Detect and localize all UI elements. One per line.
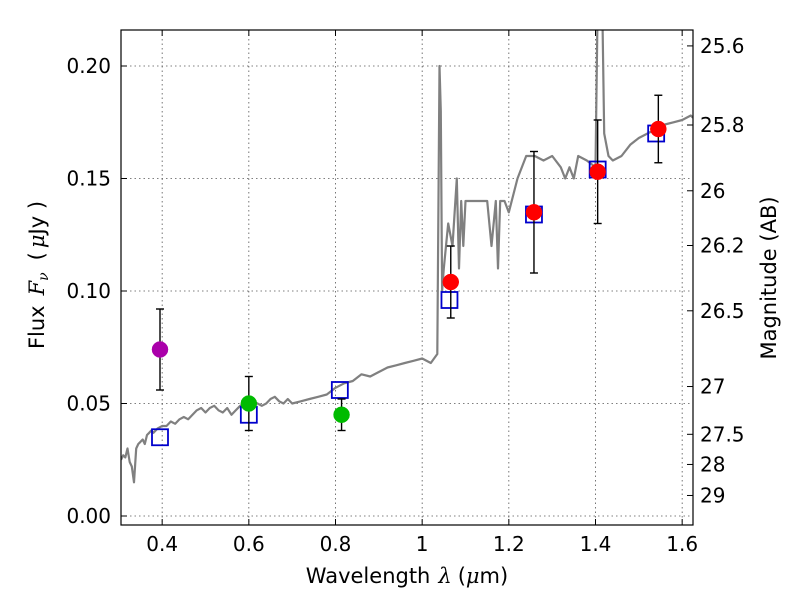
x-tick-label: 1.4 bbox=[580, 532, 612, 556]
model-photometry-square bbox=[330, 381, 349, 399]
y2-axis-title: Magnitude (AB) bbox=[757, 196, 781, 359]
near-ir-point bbox=[589, 163, 606, 180]
plot-area bbox=[121, 30, 693, 484]
y-tick-label: 0.20 bbox=[66, 54, 111, 78]
y2-tick-label: 27 bbox=[700, 375, 725, 399]
grid-lines bbox=[121, 30, 693, 525]
near-ir-point bbox=[442, 273, 460, 291]
y2-tick-label: 25.8 bbox=[700, 113, 745, 137]
y-tick-label: 0.05 bbox=[66, 392, 111, 416]
near-ir-point bbox=[525, 204, 543, 221]
optical-point bbox=[240, 395, 258, 412]
model-photometry-square bbox=[151, 428, 169, 447]
y-axis-title: FluxFν(μJy ) bbox=[25, 201, 52, 349]
x-tick-label: 1.6 bbox=[666, 532, 698, 556]
y2-tick-label: 26.2 bbox=[700, 233, 745, 257]
model-photometry-square bbox=[440, 291, 459, 309]
y-tick-label: 0.15 bbox=[66, 167, 111, 191]
y2-tick-label: 26 bbox=[700, 179, 725, 203]
x-tick-label: 0.8 bbox=[320, 532, 352, 556]
y2-tick-label: 25.6 bbox=[700, 34, 745, 58]
near-ir-point bbox=[650, 120, 667, 138]
x-tick-label: 0.4 bbox=[146, 532, 178, 556]
y-tick-label: 0.10 bbox=[66, 279, 111, 303]
axis-ticks: 0.4 0.6 0.8 1 1.2 1.4 1.6 0.00 0.05 0.10 0.15 0.20 2… bbox=[66, 30, 745, 556]
y2-tick-label: 28 bbox=[700, 452, 725, 476]
y2-tick-label: 29 bbox=[700, 483, 725, 507]
f435w-point bbox=[151, 341, 169, 358]
y2-tick-label: 26.5 bbox=[700, 299, 745, 323]
model-sed-line bbox=[121, 30, 693, 484]
x-tick-label: 0.6 bbox=[233, 532, 265, 556]
x-tick-label: 1.2 bbox=[493, 532, 525, 556]
y-tick-label: 0.00 bbox=[66, 504, 111, 528]
optical-point bbox=[333, 406, 350, 423]
y2-tick-label: 27.5 bbox=[700, 422, 745, 446]
x-axis-title: Wavelength λ (μm) bbox=[306, 564, 508, 588]
x-tick-label: 1 bbox=[416, 532, 429, 556]
plot-frame bbox=[120, 29, 694, 526]
